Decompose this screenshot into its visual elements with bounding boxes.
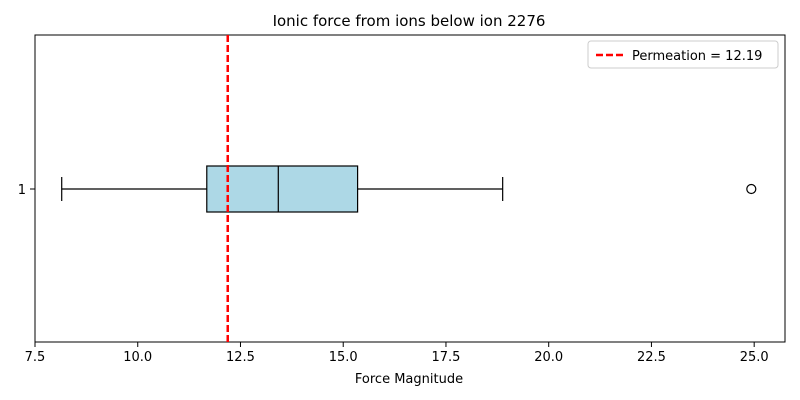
y-axis: 1 (18, 183, 35, 198)
chart-title: Ionic force from ions below ion 2276 (273, 12, 546, 30)
legend-box (587, 40, 779, 69)
x-tick-label: 20.0 (534, 350, 563, 365)
x-tick-label: 15.0 (329, 350, 358, 365)
x-tick-label: 12.5 (226, 350, 255, 365)
x-axis: 7.5 10.0 12.5 15.0 17.5 20.0 22.5 25.0 (25, 342, 769, 365)
x-tick-label: 7.5 (25, 350, 46, 365)
interquartile-box (206, 165, 359, 213)
x-axis-title: Force Magnitude (355, 372, 463, 387)
x-tick-label: 17.5 (431, 350, 460, 365)
y-tick-label: 1 (18, 183, 26, 198)
boxplot-series (61, 165, 757, 213)
x-tick-label: 22.5 (637, 350, 666, 365)
outlier-point (746, 183, 757, 195)
legend-label: Permeation = 12.19 (632, 49, 762, 64)
x-tick-label: 25.0 (740, 350, 769, 365)
legend: Permeation = 12.19 (587, 40, 779, 69)
x-tick-label: 10.0 (123, 350, 152, 365)
